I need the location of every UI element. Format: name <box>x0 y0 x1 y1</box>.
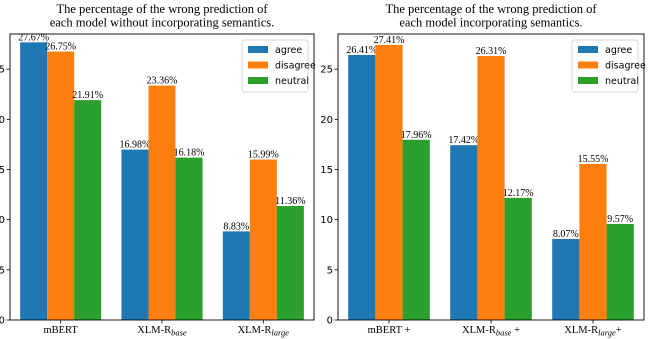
y-tick-label: 15 <box>320 165 333 176</box>
bar-data-label: 27.67% <box>18 32 49 43</box>
bar-disagree <box>579 163 607 320</box>
bar-agree <box>348 54 376 321</box>
bar-neutral <box>606 223 634 320</box>
legend-label: agree <box>275 45 302 56</box>
y-tick-label: 0 <box>0 316 5 327</box>
x-category-label: XLM-Rlarge <box>238 325 290 338</box>
legend-swatch-agree <box>578 46 598 53</box>
x-category-label: XLM-Rbase <box>137 325 187 338</box>
y-tick-label: 25 <box>320 65 333 76</box>
chart-title: each model incorporating semantics. <box>399 16 582 30</box>
y-tick-label: 10 <box>0 215 5 226</box>
bar-data-label: 12.17% <box>503 188 534 199</box>
bar-data-label: 15.55% <box>578 154 609 165</box>
y-tick-label: 10 <box>320 215 333 226</box>
bar-data-label: 8.07% <box>553 229 579 240</box>
chart-title: The percentage of the wrong prediction o… <box>385 2 597 16</box>
y-tick-label: 0 <box>327 316 333 327</box>
legend-label: disagree <box>275 61 316 72</box>
bar-data-label: 17.96% <box>401 130 432 141</box>
plot-frame <box>337 33 645 321</box>
bar-data-label: 27.41% <box>374 35 405 46</box>
bar-data-label: 16.18% <box>174 148 205 159</box>
y-tick-label: 5 <box>0 265 5 276</box>
bar-data-label: 9.57% <box>607 214 633 225</box>
y-tick-label: 5 <box>327 265 333 276</box>
x-category-label: mBERT <box>43 325 78 336</box>
chart-title: The percentage of the wrong prediction o… <box>56 2 268 16</box>
bar-data-label: 16.98% <box>120 140 151 151</box>
bar-data-label: 8.83% <box>223 221 249 232</box>
legend-swatch-neutral <box>578 77 598 84</box>
y-tick-label: 25 <box>0 65 5 76</box>
bar-data-label: 11.36% <box>275 196 305 207</box>
legend-swatch-agree <box>248 46 268 53</box>
y-tick-label: 20 <box>320 115 333 126</box>
bar-disagree <box>148 85 176 320</box>
bar-agree <box>121 149 149 320</box>
bar-agree <box>222 231 250 320</box>
bar-neutral <box>504 197 532 320</box>
plot-frame <box>9 33 315 321</box>
chart-panel-1: The percentage of the wrong prediction o… <box>0 2 316 338</box>
bar-disagree <box>249 159 277 320</box>
bar-agree <box>552 239 580 320</box>
legend-label: neutral <box>605 76 639 87</box>
bar-data-label: 21.91% <box>72 90 103 101</box>
bar-disagree <box>47 51 75 321</box>
x-category-label: XLM-Rbase + <box>462 325 520 338</box>
bar-disagree <box>477 55 505 321</box>
bar-neutral <box>276 206 304 320</box>
bar-data-label: 15.99% <box>248 150 279 161</box>
legend-label: disagree <box>605 61 646 72</box>
bar-agree <box>20 42 48 320</box>
bar-neutral <box>175 157 203 320</box>
bar-neutral <box>74 100 102 320</box>
y-tick-label: 20 <box>0 115 5 126</box>
bar-neutral <box>402 139 430 320</box>
bar-data-label: 26.31% <box>476 46 507 57</box>
x-category-label: XLM-Rlarge+ <box>564 325 621 338</box>
chart-title: each model without incorporating semanti… <box>50 16 275 30</box>
y-tick-label: 15 <box>0 165 5 176</box>
bar-disagree <box>375 44 403 321</box>
chart-panel-2: The percentage of the wrong prediction o… <box>320 2 646 338</box>
legend-swatch-disagree <box>578 61 598 69</box>
bar-data-label: 26.41% <box>346 45 377 56</box>
bar-data-label: 17.42% <box>448 135 479 146</box>
legend-label: neutral <box>275 76 309 87</box>
bar-data-label: 23.36% <box>147 76 178 87</box>
bar-data-label: 26.75% <box>45 42 76 53</box>
legend-swatch-neutral <box>248 77 268 84</box>
legend-swatch-disagree <box>248 61 268 69</box>
legend-label: agree <box>605 45 632 56</box>
bar-agree <box>450 145 478 320</box>
x-category-label: mBERT + <box>368 325 411 336</box>
